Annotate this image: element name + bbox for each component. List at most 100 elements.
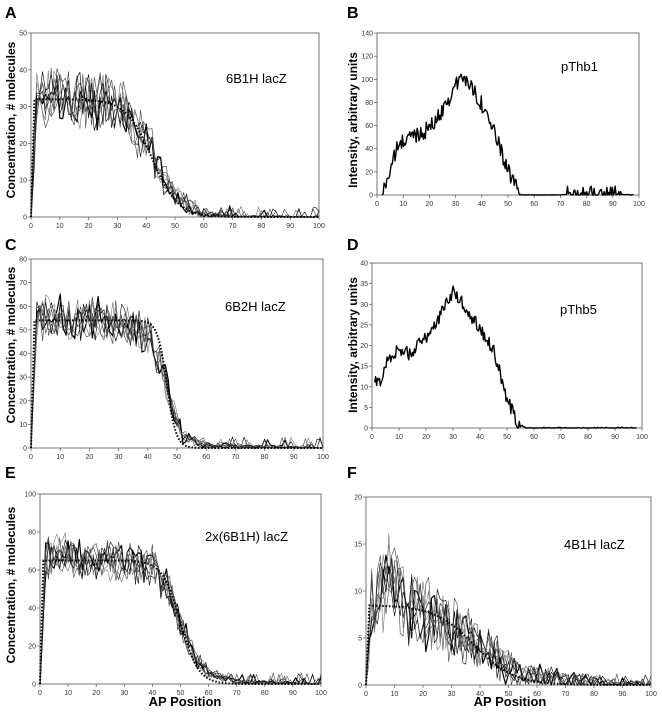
y-tick-label-c-1: 10 bbox=[19, 422, 27, 429]
series-trace-f-2 bbox=[365, 544, 652, 686]
x-tick-label-c-3: 30 bbox=[115, 454, 123, 461]
chart-title-a: 6B1H lacZ bbox=[226, 71, 287, 86]
x-axis-label-e: AP Position bbox=[149, 694, 222, 709]
x-tick-label-a-9: 90 bbox=[286, 223, 294, 230]
x-tick-label-b-1: 10 bbox=[399, 201, 407, 208]
panel-f: F 0 5 10 15 20 0 10 20 30 40 50 60 70 80 90 100 4B1H l… bbox=[347, 465, 657, 709]
y-tick-label-a-3: 30 bbox=[19, 104, 27, 111]
x-tick-label-c-4: 40 bbox=[144, 454, 152, 461]
y-tick-label-f-2: 10 bbox=[354, 589, 362, 596]
x-tick-label-d-5: 50 bbox=[503, 434, 511, 441]
x-tick-label-e-8: 80 bbox=[261, 690, 269, 697]
y-tick-label-c-7: 70 bbox=[19, 280, 27, 287]
y-tick-label-d-8: 40 bbox=[360, 261, 368, 268]
series-trace-f-0 bbox=[365, 554, 652, 686]
x-tick-label-d-2: 20 bbox=[422, 434, 430, 441]
x-tick-label-e-1: 10 bbox=[64, 690, 72, 697]
y-tick-label-a-1: 10 bbox=[19, 178, 27, 185]
y-ticks-e: 0 20 40 60 80 100 bbox=[24, 492, 40, 689]
y-tick-label-d-7: 35 bbox=[360, 281, 368, 288]
series-trace-f-6 bbox=[365, 565, 652, 686]
x-tick-label-c-8: 80 bbox=[261, 454, 269, 461]
x-tick-label-a-3: 30 bbox=[114, 223, 122, 230]
y-tick-label-e-2: 40 bbox=[28, 606, 36, 613]
x-tick-label-e-6: 60 bbox=[205, 690, 213, 697]
panel-e: E Concentration, # molecules 0 20 40 60 80 10… bbox=[4, 465, 327, 709]
x-ticks-e: 0 10 20 30 40 50 60 70 80 90 100 bbox=[38, 684, 327, 697]
y-axis-label-b: Intensity, arbitrary units bbox=[346, 52, 360, 188]
y-tick-label-f-4: 20 bbox=[354, 495, 362, 502]
fit-curve-a bbox=[30, 98, 319, 218]
x-tick-label-a-4: 40 bbox=[142, 223, 150, 230]
y-tick-label-b-7: 140 bbox=[361, 31, 373, 38]
fit-curve-f bbox=[365, 604, 651, 686]
x-tick-label-d-9: 90 bbox=[611, 434, 619, 441]
y-axis-label-c: Concentration, # molecules bbox=[4, 266, 18, 423]
panel-letter-f: F bbox=[347, 465, 357, 482]
y-tick-label-d-1: 5 bbox=[364, 405, 368, 412]
y-tick-label-d-5: 25 bbox=[360, 322, 368, 329]
series-trace-d-0 bbox=[374, 285, 637, 429]
x-tick-label-e-4: 40 bbox=[149, 690, 157, 697]
x-tick-label-b-7: 70 bbox=[557, 201, 565, 208]
x-tick-label-b-3: 30 bbox=[452, 201, 460, 208]
y-axis-label-e: Concentration, # molecules bbox=[4, 506, 18, 663]
x-tick-label-b-4: 40 bbox=[478, 201, 486, 208]
y-tick-label-f-0: 0 bbox=[358, 683, 362, 690]
x-tick-label-f-4: 40 bbox=[476, 691, 484, 698]
plot-frame-d bbox=[371, 262, 643, 429]
x-tick-label-a-2: 20 bbox=[85, 223, 93, 230]
series-trace-a-3 bbox=[30, 73, 320, 218]
x-tick-label-b-0: 0 bbox=[375, 201, 379, 208]
traces-c bbox=[30, 293, 324, 449]
y-tick-label-e-5: 100 bbox=[24, 492, 36, 499]
y-tick-label-d-2: 10 bbox=[360, 384, 368, 391]
series-trace-f-4 bbox=[365, 564, 652, 686]
x-tick-label-c-2: 20 bbox=[86, 454, 94, 461]
panel-c: C Concentration, # molecules 0 10 20 30 40 50… bbox=[4, 237, 329, 461]
x-tick-label-c-7: 70 bbox=[232, 454, 240, 461]
y-tick-label-c-4: 40 bbox=[19, 351, 27, 358]
y-tick-label-e-0: 0 bbox=[32, 682, 36, 689]
chart-title-f: 4B1H lacZ bbox=[564, 537, 625, 552]
x-axis-label-f: AP Position bbox=[474, 694, 547, 709]
x-tick-label-f-9: 90 bbox=[619, 691, 627, 698]
series-trace-e-4 bbox=[39, 536, 321, 685]
x-tick-label-d-4: 40 bbox=[476, 434, 484, 441]
panel-a: A Concentration, # molecules 0 10 20 30 40 50… bbox=[4, 5, 325, 230]
x-tick-label-a-8: 80 bbox=[258, 223, 266, 230]
x-tick-label-c-6: 60 bbox=[202, 454, 210, 461]
panel-b: B Intensity, arbitrary units 0 20 40 60 80 10… bbox=[346, 5, 645, 208]
y-tick-label-c-3: 30 bbox=[19, 375, 27, 382]
x-ticks-f: 0 10 20 30 40 50 60 70 80 90 100 bbox=[364, 685, 657, 698]
x-tick-label-e-9: 90 bbox=[289, 690, 297, 697]
x-tick-label-f-5: 50 bbox=[505, 691, 513, 698]
plot-frame-e bbox=[39, 493, 322, 685]
y-ticks-c: 0 10 20 30 40 50 60 70 80 bbox=[19, 257, 31, 453]
traces-e bbox=[39, 532, 322, 685]
series-trace-c-4 bbox=[30, 304, 323, 449]
chart-title-b: pThb1 bbox=[561, 59, 598, 74]
y-tick-label-a-2: 20 bbox=[19, 141, 27, 148]
series-trace-e-7 bbox=[39, 540, 322, 685]
y-tick-label-b-0: 0 bbox=[369, 193, 373, 200]
y-tick-label-f-3: 15 bbox=[354, 542, 362, 549]
y-axis-label-a: Concentration, # molecules bbox=[4, 41, 18, 198]
series-trace-f-5 bbox=[365, 533, 652, 686]
x-tick-label-a-7: 70 bbox=[229, 223, 237, 230]
x-ticks-b: 0 10 20 30 40 50 60 70 80 90 100 bbox=[375, 195, 645, 208]
x-tick-label-b-2: 20 bbox=[426, 201, 434, 208]
fit-curve-e bbox=[39, 559, 321, 685]
x-tick-label-e-10: 100 bbox=[315, 690, 327, 697]
x-tick-label-f-2: 20 bbox=[419, 691, 427, 698]
y-tick-label-f-1: 5 bbox=[358, 636, 362, 643]
traces-a bbox=[30, 67, 320, 218]
x-tick-label-d-7: 70 bbox=[557, 434, 565, 441]
y-ticks-f: 0 5 10 15 20 bbox=[354, 495, 366, 690]
x-tick-label-e-7: 70 bbox=[233, 690, 241, 697]
x-tick-label-e-0: 0 bbox=[38, 690, 42, 697]
x-tick-label-b-9: 90 bbox=[609, 201, 617, 208]
chart-title-c: 6B2H lacZ bbox=[225, 299, 286, 314]
plot-frame-f bbox=[365, 496, 652, 686]
series-trace-f-1 bbox=[365, 547, 652, 686]
